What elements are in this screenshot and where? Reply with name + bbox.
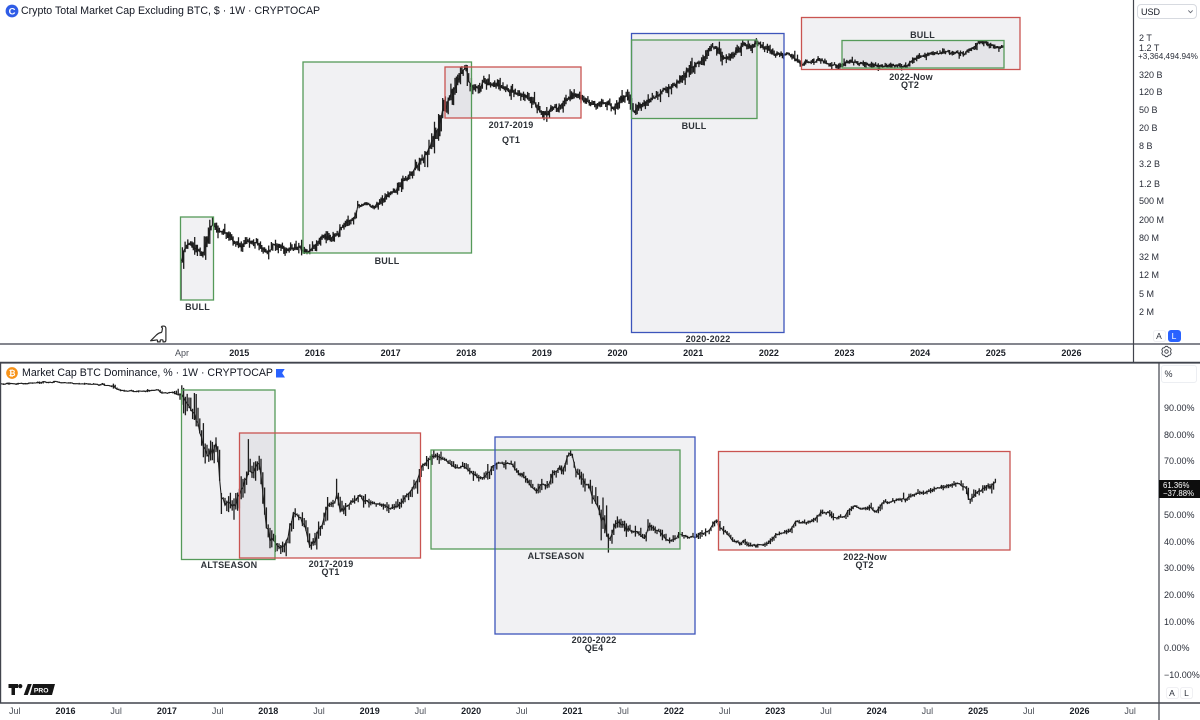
svg-text:₿: ₿ (9, 368, 16, 378)
svg-text:PRO: PRO (33, 687, 48, 694)
svg-text:C: C (9, 6, 16, 17)
